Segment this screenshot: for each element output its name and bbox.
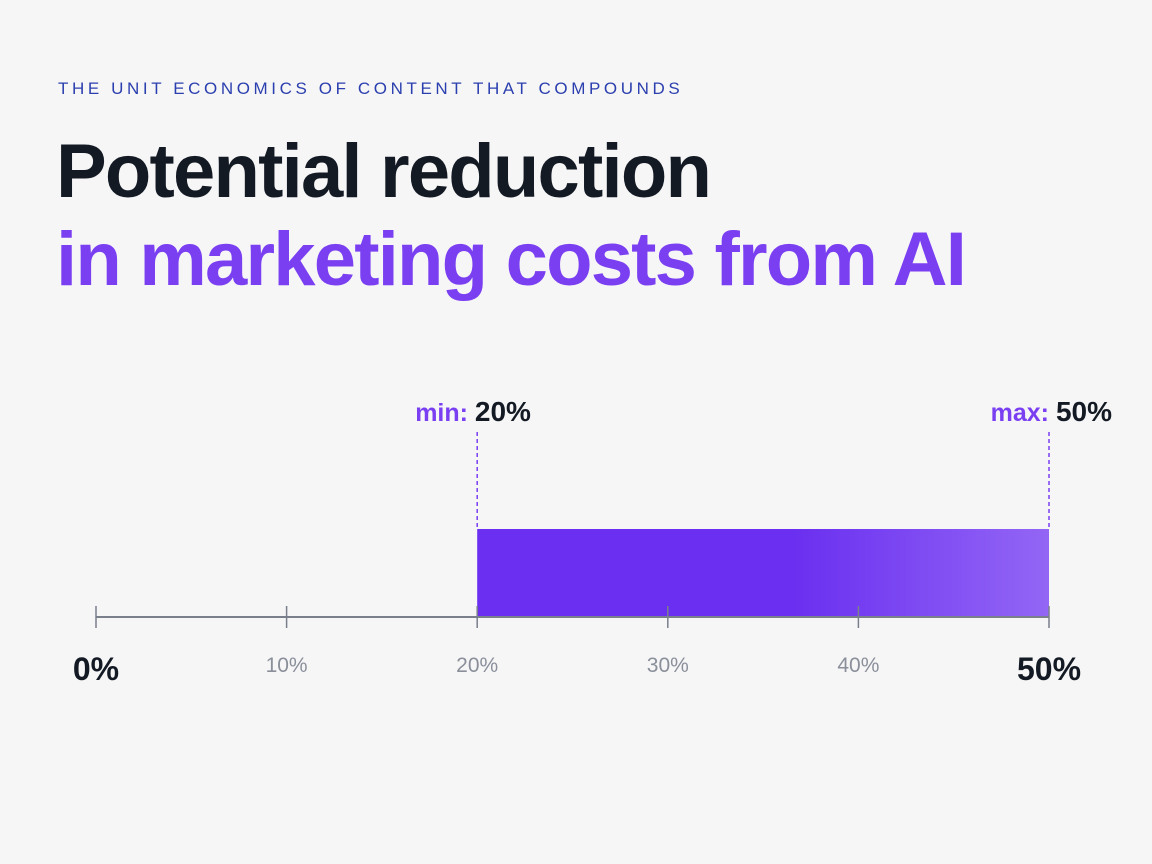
range-bar (477, 529, 1049, 617)
marker-value: 20% (475, 396, 531, 427)
page-title: Potential reduction in marketing costs f… (56, 128, 967, 304)
max-marker-label: max: 50% (991, 396, 1112, 427)
marker-value: 50% (1056, 396, 1112, 427)
title-line-2: in marketing costs from AI (56, 217, 967, 302)
title-line-1: Potential reduction (56, 129, 712, 214)
tick-label: 0% (73, 651, 119, 687)
marker-name: min: (415, 399, 475, 427)
eyebrow-label: THE UNIT ECONOMICS OF CONTENT THAT COMPO… (58, 79, 684, 98)
tick-label: 20% (456, 654, 498, 677)
tick-label: 10% (266, 654, 308, 677)
min-marker-label: min: 20% (415, 396, 531, 427)
tick-label: 50% (1017, 651, 1081, 687)
tick-label: 30% (647, 654, 689, 677)
tick-label: 40% (837, 654, 879, 677)
marker-name: max: (991, 399, 1056, 427)
